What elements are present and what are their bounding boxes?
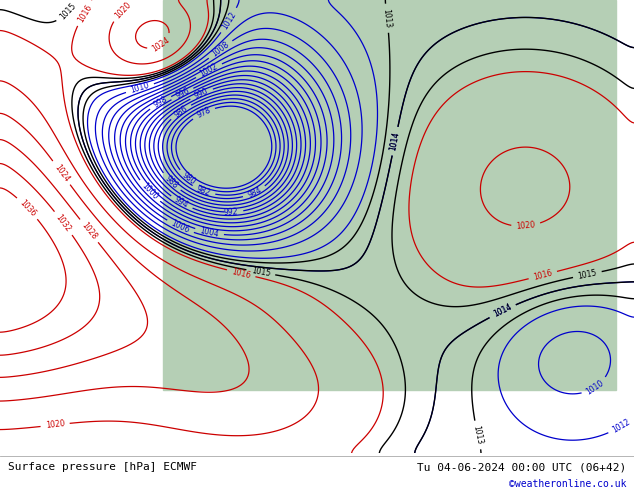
Text: 1014: 1014 <box>389 131 401 151</box>
Text: 1036: 1036 <box>18 198 37 219</box>
Text: 1015: 1015 <box>250 266 271 278</box>
Text: 1014: 1014 <box>492 303 513 319</box>
Text: 994: 994 <box>173 195 190 210</box>
Text: 1013: 1013 <box>471 425 484 445</box>
Bar <box>163 0 616 390</box>
Text: 990: 990 <box>193 87 210 101</box>
Text: 1010: 1010 <box>585 378 605 396</box>
Text: 992: 992 <box>224 207 238 217</box>
Text: 1024: 1024 <box>52 162 71 183</box>
Text: 1000: 1000 <box>139 181 159 201</box>
Text: 1004: 1004 <box>199 226 220 239</box>
Text: 998: 998 <box>152 95 169 110</box>
Text: 984: 984 <box>246 185 263 199</box>
Text: ©weatheronline.co.uk: ©weatheronline.co.uk <box>509 480 626 490</box>
Text: 1016: 1016 <box>231 267 252 280</box>
Text: 1010: 1010 <box>129 81 150 96</box>
Text: 1024: 1024 <box>151 36 172 54</box>
Text: 1016: 1016 <box>533 269 553 282</box>
Text: 978: 978 <box>195 105 212 120</box>
Text: 1032: 1032 <box>54 213 73 234</box>
Text: 1020: 1020 <box>45 419 65 430</box>
Text: 1016: 1016 <box>76 2 94 24</box>
Text: 988: 988 <box>163 174 179 191</box>
Text: 1015: 1015 <box>58 1 78 22</box>
Text: 1012: 1012 <box>220 10 238 31</box>
Text: Tu 04-06-2024 00:00 UTC (06+42): Tu 04-06-2024 00:00 UTC (06+42) <box>417 462 626 472</box>
Text: 1014: 1014 <box>389 131 401 151</box>
Text: 982: 982 <box>195 184 212 197</box>
Text: 1014: 1014 <box>492 303 513 319</box>
Text: 986: 986 <box>172 104 189 120</box>
Text: 1020: 1020 <box>113 0 133 21</box>
Text: 980: 980 <box>180 171 197 187</box>
Text: 1013: 1013 <box>382 8 392 28</box>
Text: Surface pressure [hPa] ECMWF: Surface pressure [hPa] ECMWF <box>8 462 197 472</box>
Text: 1006: 1006 <box>169 219 191 235</box>
Text: 1020: 1020 <box>516 220 536 231</box>
Text: 1028: 1028 <box>80 220 98 241</box>
Text: 1015: 1015 <box>577 268 598 281</box>
Text: 1012: 1012 <box>611 417 631 435</box>
Text: 996: 996 <box>174 87 191 101</box>
Text: 1002: 1002 <box>198 62 219 79</box>
Text: 1008: 1008 <box>210 40 231 59</box>
